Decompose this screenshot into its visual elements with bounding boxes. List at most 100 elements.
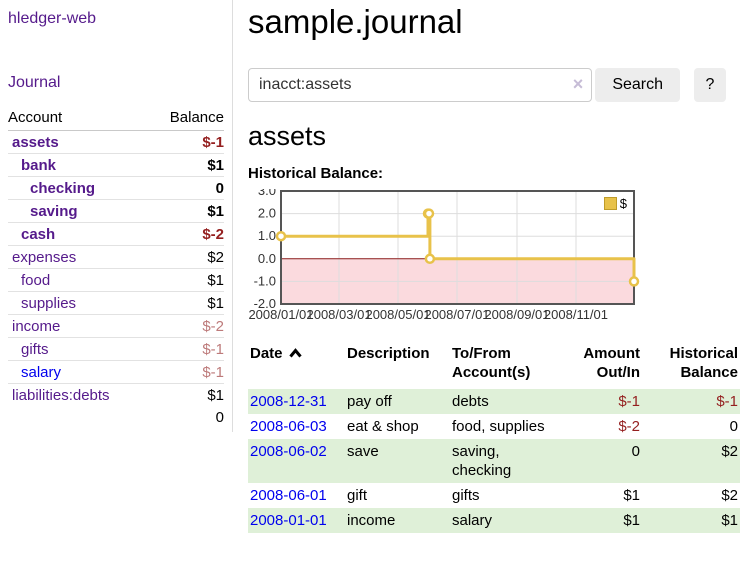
accounts-header-row: Account Balance — [8, 107, 224, 131]
account-link[interactable]: expenses — [12, 249, 77, 266]
column-header-date[interactable]: Date — [248, 344, 345, 389]
account-link[interactable]: saving — [30, 203, 78, 220]
account-name-cell: income — [8, 315, 149, 338]
app: hledger-web Journal Account Balance asse… — [8, 0, 740, 533]
accounts-total-row: 0 — [8, 406, 224, 428]
description-cell: gift — [347, 487, 368, 504]
description-cell: save — [347, 443, 379, 460]
data-point-marker — [628, 276, 640, 287]
date-link[interactable]: 2008-06-01 — [250, 487, 327, 504]
amount-cell: $1 — [623, 487, 640, 504]
x-axis-tick-label: 2008/11/01 — [544, 307, 608, 322]
description-cell: pay off — [347, 393, 392, 410]
plot-border — [280, 190, 635, 305]
register-row: 2008-06-03 eat & shop food, supplies $-2 0 — [248, 414, 740, 439]
account-link[interactable]: checking — [30, 180, 96, 197]
column-header-to-from-account-s-[interactable]: To/From Account(s) — [450, 344, 560, 389]
balance-column-header: Balance — [148, 107, 224, 131]
date-cell: 2008-12-31 — [248, 389, 345, 414]
amount-cell: 0 — [631, 443, 640, 460]
account-row: salary $-1 — [8, 360, 224, 384]
account-name-cell: supplies — [8, 292, 149, 315]
account-link[interactable]: income — [12, 318, 61, 335]
y-axis-tick-label: 3.0 — [258, 189, 276, 198]
account-balance: $1 — [207, 157, 224, 174]
balance-cell: $1 — [721, 512, 738, 529]
x-axis-tick-label: 2008/07/01 — [424, 307, 489, 322]
page-title: sample.journal — [248, 3, 463, 40]
account-name-cell: assets — [8, 131, 149, 154]
account-row: food $1 — [8, 268, 224, 292]
sidebar-nav: Journal — [8, 74, 224, 92]
search-input[interactable] — [248, 68, 593, 102]
account-link[interactable]: supplies — [21, 295, 77, 312]
date-link[interactable]: 2008-06-02 — [250, 443, 327, 460]
historical-balance-chart[interactable]: 2008/01/01 2008/03/01 2008/05/01 2008/07/01… — [248, 189, 640, 325]
column-header-description[interactable]: Description — [345, 344, 450, 389]
account-link[interactable]: gifts — [21, 341, 49, 358]
register-header-row: Date Description To/From Account(s) Amount … — [248, 344, 740, 389]
description-cell: eat & shop — [347, 418, 419, 435]
column-header-amount-out-in[interactable]: Amount Out/In — [560, 344, 642, 389]
register-row: 2008-01-01 income salary $1 $1 — [248, 508, 740, 533]
account-link[interactable]: food — [21, 272, 51, 289]
account-row: income $-2 — [8, 314, 224, 338]
description-cell: income — [347, 512, 396, 529]
balance-cell: 0 — [729, 418, 738, 435]
accounts-cell: salary — [452, 512, 493, 529]
search-bar: × Search ? — [248, 68, 726, 102]
clear-search-icon[interactable]: × — [572, 74, 584, 94]
account-balance: $1 — [207, 295, 224, 312]
account-balance: $-2 — [202, 318, 224, 335]
date-link[interactable]: 2008-06-03 — [250, 418, 327, 435]
column-header-label: Description — [347, 345, 430, 362]
balance-cell: $2 — [721, 487, 738, 504]
account-name-cell: saving — [8, 200, 149, 223]
account-row: assets $-1 — [8, 131, 224, 154]
date-cell: 2008-06-01 — [248, 483, 345, 508]
account-link[interactable]: salary — [21, 364, 62, 381]
account-name-cell: expenses — [8, 246, 149, 269]
date-link[interactable]: 2008-12-31 — [250, 393, 327, 410]
accounts-table-body: assets $-1 bank $1 checking 0 saving $1 cash $-2 e… — [8, 131, 224, 407]
app-title-link[interactable]: hledger-web — [8, 10, 97, 27]
register-table-body: 2008-12-31 pay off debts $-1 $-1 2008-06-03 ea… — [248, 389, 740, 533]
x-axis-tick-label: 2008/01/01 — [248, 307, 313, 322]
account-link[interactable]: assets — [12, 134, 59, 151]
account-balance: $-1 — [202, 341, 224, 358]
column-header-historical-balance[interactable]: Historical Balance — [642, 344, 740, 389]
y-axis-tick-label: 2.0 — [258, 206, 276, 221]
account-row: expenses $2 — [8, 245, 224, 269]
balance-cell: $2 — [721, 443, 738, 460]
account-balance: $1 — [207, 203, 224, 220]
accounts-cell: debts — [452, 393, 489, 410]
account-row: saving $1 — [8, 199, 224, 223]
account-link[interactable]: liabilities:debts — [12, 387, 110, 404]
x-axis-tick-label: 2008/05/01 — [365, 307, 430, 322]
column-header-label: Historical Balance — [669, 345, 738, 381]
amount-cell: $-2 — [618, 418, 640, 435]
account-link[interactable]: bank — [21, 157, 57, 174]
accounts-cell: saving, checking — [452, 443, 512, 479]
journal-link[interactable]: Journal — [8, 74, 61, 91]
account-balance: $-1 — [202, 134, 224, 151]
x-axis-tick-label: 2008/09/01 — [484, 307, 549, 322]
account-name-cell: checking — [8, 177, 149, 200]
account-row: gifts $-1 — [8, 337, 224, 361]
account-name-cell: salary — [8, 361, 149, 384]
legend-swatch-icon — [603, 197, 617, 210]
chart-canvas[interactable]: 2008/01/012008/03/012008/05/012008/07/01… — [248, 189, 640, 325]
date-link[interactable]: 2008-01-01 — [250, 512, 327, 529]
y-axis-tick-label: -1.0 — [254, 273, 276, 288]
data-point-marker — [275, 230, 287, 242]
account-link[interactable]: cash — [21, 226, 56, 243]
account-balance: 0 — [215, 180, 224, 197]
help-button[interactable]: ? — [694, 68, 726, 102]
chart-title: Historical Balance: — [248, 165, 384, 182]
account-row: supplies $1 — [8, 291, 224, 315]
spacer — [8, 406, 149, 428]
search-button[interactable]: Search — [595, 68, 681, 102]
accounts-total-balance: 0 — [215, 409, 224, 426]
account-row: liabilities:debts $1 — [8, 383, 224, 407]
column-header-label: Date — [250, 345, 283, 362]
